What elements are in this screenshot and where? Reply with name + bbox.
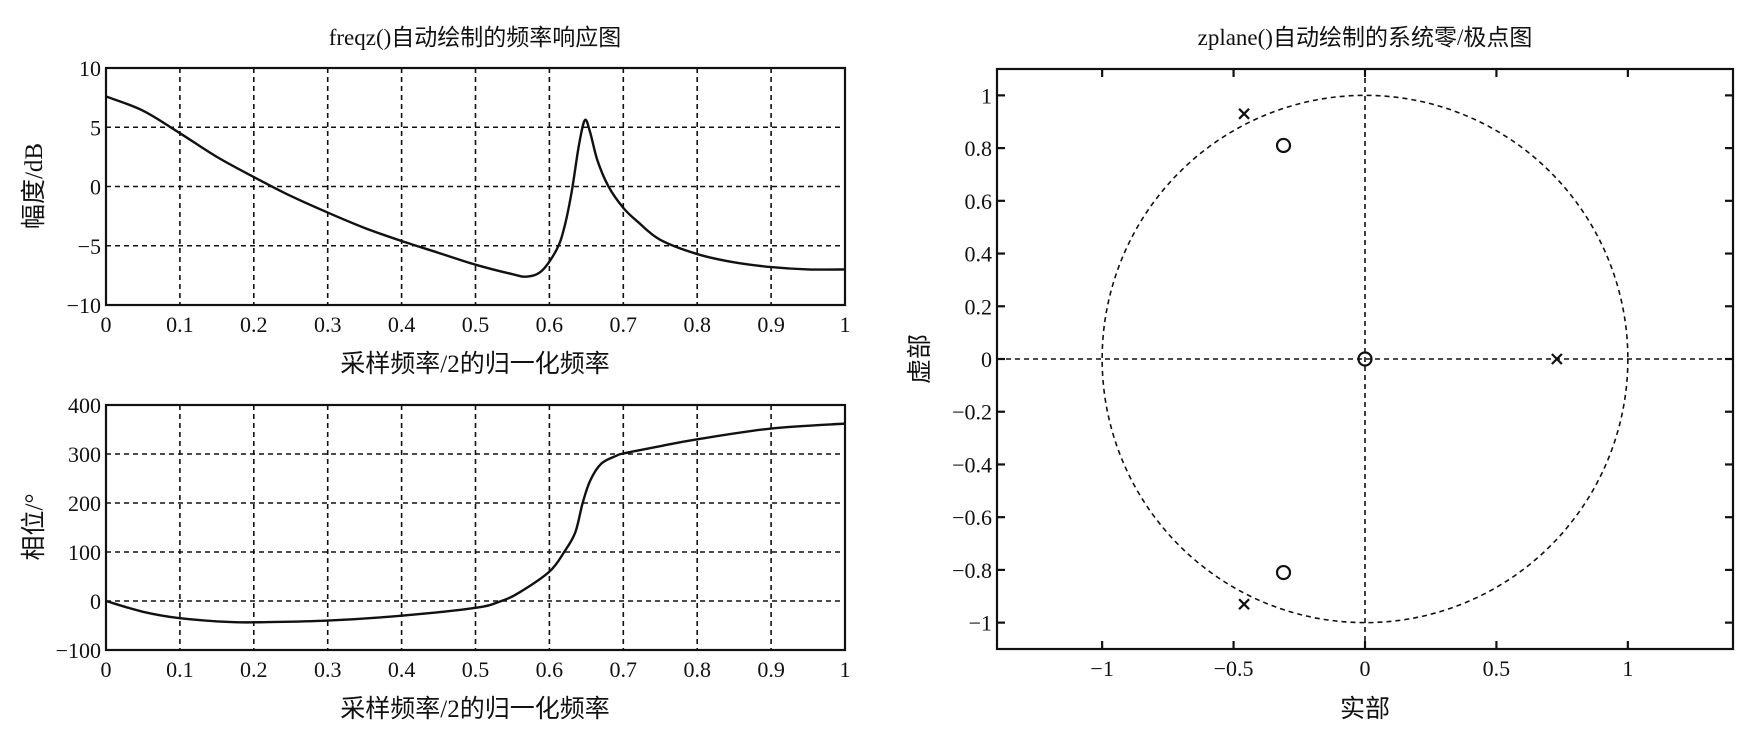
zplane-ytick-label: 0: [981, 347, 992, 372]
phase-ytick-label: 100: [68, 540, 101, 565]
magnitude-axes: 0 0.1 0.2 0.3 0.4 0.5 0.6 0.7 0.8 0.9 1 −10 −5 0 5 10: [67, 56, 851, 337]
zplane-axes: −1 −0.5 0 0.5 1 −1 −0.8 −0.6 −0.4 −0.2 0 0.2 0.4 0.6 0…: [952, 67, 1735, 681]
phase-ytick-label: 200: [68, 491, 101, 516]
pole-marker: [1238, 598, 1250, 610]
phase-xtick-label: 0.3: [314, 657, 342, 682]
magnitude-ytick-label: 5: [90, 115, 101, 140]
phase-ytick-label: 400: [68, 393, 101, 418]
phase-xtick-label: 0.1: [166, 657, 194, 682]
magnitude-xtick-label: 0.6: [536, 312, 564, 337]
magnitude-xlabel: 采样频率/2的归一化频率: [340, 350, 609, 378]
zero-marker: [1357, 351, 1373, 367]
phase-xlabel: 采样频率/2的归一化频率: [340, 695, 609, 723]
zplane-xlabel: 实部: [1340, 695, 1390, 723]
zplane-ytick-label: 0.4: [965, 242, 993, 267]
phase-frame: [104, 403, 847, 652]
magnitude-xtick-label: 0.2: [240, 312, 268, 337]
magnitude-xtick-label: 0.4: [388, 312, 416, 337]
phase-xtick-label: 0.5: [462, 657, 490, 682]
magnitude-ytick-label: −10: [67, 293, 101, 318]
zplane-ytick-label: −0.6: [952, 505, 992, 530]
zplane-xtick-label: 1: [1622, 656, 1633, 681]
magnitude-frame: [104, 66, 847, 307]
phase-xtick-label: 0.7: [610, 657, 638, 682]
zplane-ytick-label: 0.6: [965, 189, 993, 214]
zplane-ylabel: 虚部: [906, 334, 934, 384]
phase-ylabel: 相位/°: [20, 494, 48, 561]
magnitude-xtick-label: 0.3: [314, 312, 342, 337]
zplane-xtick-label: −0.5: [1214, 656, 1254, 681]
zplane-ytick-label: −1: [969, 611, 992, 636]
magnitude-title: freqz()自动绘制的频率响应图: [329, 25, 622, 50]
phase-ytick-label: −100: [56, 638, 101, 663]
zplane-title: zplane()自动绘制的系统零/极点图: [1198, 25, 1533, 50]
magnitude-xtick-label: 0: [101, 312, 112, 337]
magnitude-xtick-label: 0.9: [757, 312, 785, 337]
pole-marker: [1238, 108, 1250, 120]
zplane-xtick-label: −1: [1090, 656, 1113, 681]
magnitude-ytick-label: 0: [90, 175, 101, 200]
zero-marker: [1275, 137, 1292, 154]
phase-xtick-label: 1: [840, 657, 851, 682]
zplane-ytick-label: −0.2: [952, 400, 992, 425]
magnitude-ytick-label: −5: [78, 234, 101, 259]
phase-line-phase: [105, 422, 846, 624]
phase-xtick-label: 0.9: [757, 657, 785, 682]
phase-xtick-label: 0.4: [388, 657, 416, 682]
unit-circle: [1101, 94, 1629, 624]
zplane-xtick-label: 0: [1360, 656, 1371, 681]
magnitude-xtick-label: 0.7: [610, 312, 638, 337]
magnitude-line-magnitude: [105, 95, 846, 278]
pole-marker: [1551, 353, 1563, 365]
zero-marker: [1275, 564, 1292, 581]
phase-axes: 0 0.1 0.2 0.3 0.4 0.5 0.6 0.7 0.8 0.9 1−1000100200…: [56, 393, 851, 682]
zplane-ytick-label: −0.8: [952, 558, 992, 583]
zplane-xtick-label: 0.5: [1483, 656, 1511, 681]
phase-xtick-label: 0.8: [683, 657, 711, 682]
magnitude-xtick-label: 0.1: [166, 312, 194, 337]
phase-ytick-label: 0: [90, 589, 101, 614]
magnitude-xtick-label: 1: [840, 312, 851, 337]
phase-xtick-label: 0.6: [536, 657, 564, 682]
zplane-ytick-label: 0.2: [965, 294, 993, 319]
magnitude-ylabel: 幅度/dB: [20, 143, 48, 229]
phase-xtick-label: 0: [101, 657, 112, 682]
magnitude-xtick-label: 0.8: [683, 312, 711, 337]
zplane-ytick-label: −0.4: [952, 452, 992, 477]
phase-xtick-label: 0.2: [240, 657, 268, 682]
phase-ytick-label: 300: [68, 442, 101, 467]
magnitude-xtick-label: 0.5: [462, 312, 490, 337]
zplane-ytick-label: 1: [981, 83, 992, 108]
magnitude-ytick-label: 10: [79, 56, 101, 81]
zplane-ytick-label: 0.8: [965, 136, 993, 161]
